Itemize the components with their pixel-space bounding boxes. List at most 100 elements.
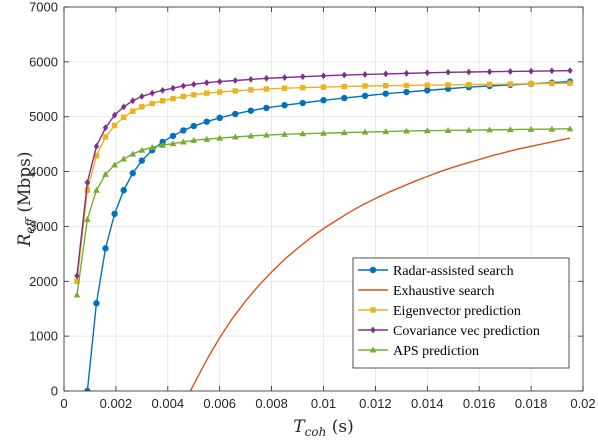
data-point-aps-prediction xyxy=(361,128,369,135)
data-point-eigenvector-prediction xyxy=(130,108,136,114)
data-point-covariance-vec-prediction xyxy=(170,84,176,92)
data-point-covariance-vec-prediction xyxy=(263,74,270,82)
data-point-eigenvector-prediction xyxy=(149,100,155,107)
data-point-covariance-vec-prediction xyxy=(120,103,127,111)
data-point-aps-prediction xyxy=(216,134,224,141)
data-point-covariance-vec-prediction xyxy=(486,68,493,76)
data-point-aps-prediction xyxy=(486,126,493,133)
x-tick-label: 0.006 xyxy=(203,396,236,411)
y-axis-title-main: R xyxy=(15,234,35,248)
data-point-covariance-vec-prediction xyxy=(149,89,155,97)
x-tick-label: 0.014 xyxy=(411,396,444,411)
data-point-radar-assisted-search xyxy=(129,170,136,177)
legend-swatch-marker xyxy=(369,346,377,353)
data-point-eigenvector-prediction xyxy=(486,81,493,88)
data-point-aps-prediction xyxy=(203,135,211,142)
data-point-radar-assisted-search xyxy=(180,127,187,134)
data-point-aps-prediction xyxy=(320,129,327,136)
data-point-eigenvector-prediction xyxy=(139,104,145,110)
data-point-eigenvector-prediction xyxy=(424,82,430,88)
legend-label: Radar-assisted search xyxy=(393,264,514,279)
data-point-covariance-vec-prediction xyxy=(567,67,573,75)
data-point-radar-assisted-search xyxy=(424,87,431,94)
data-point-radar-assisted-search xyxy=(203,118,210,125)
data-point-radar-assisted-search xyxy=(382,90,389,97)
data-point-covariance-vec-prediction xyxy=(445,68,451,76)
x-tick-label: 0.02 xyxy=(570,396,595,411)
data-point-eigenvector-prediction xyxy=(263,86,270,92)
y-tick-label: 0 xyxy=(51,384,58,399)
data-point-radar-assisted-search xyxy=(320,97,327,104)
legend-label: Covariance vec prediction xyxy=(393,324,540,339)
y-tick-label: 6000 xyxy=(29,54,58,69)
series-covariance-vec-prediction xyxy=(74,67,573,280)
data-point-eigenvector-prediction xyxy=(180,93,187,100)
data-point-covariance-vec-prediction xyxy=(74,272,80,280)
data-point-radar-assisted-search xyxy=(216,114,223,122)
legend-item-aps-prediction: APS prediction xyxy=(358,344,479,359)
data-point-aps-prediction xyxy=(423,127,431,134)
data-point-covariance-vec-prediction xyxy=(216,78,223,86)
y-tick-label: 2000 xyxy=(29,274,58,289)
data-point-aps-prediction xyxy=(179,138,187,145)
data-point-aps-prediction xyxy=(83,215,91,222)
data-point-eigenvector-prediction xyxy=(445,82,451,88)
data-point-covariance-vec-prediction xyxy=(93,142,100,150)
data-point-covariance-vec-prediction xyxy=(403,69,410,77)
x-tick-label: 0 xyxy=(60,396,67,411)
data-point-covariance-vec-prediction xyxy=(139,93,145,100)
series-layer xyxy=(73,67,574,391)
data-point-radar-assisted-search xyxy=(120,187,127,194)
legend-item-covariance-vec-prediction: Covariance vec prediction xyxy=(358,324,540,339)
data-point-covariance-vec-prediction xyxy=(130,97,136,105)
data-point-aps-prediction xyxy=(281,130,288,137)
data-point-covariance-vec-prediction xyxy=(424,69,431,77)
y-tick-label: 7000 xyxy=(29,0,58,15)
x-axis-title: Tcoh (s) xyxy=(293,417,353,439)
data-point-eigenvector-prediction xyxy=(120,114,127,120)
data-point-eigenvector-prediction xyxy=(362,83,368,89)
legend-item-exhaustive-search: Exhaustive search xyxy=(358,284,494,299)
x-axis-title-unit: (s) xyxy=(326,417,353,437)
data-point-aps-prediction xyxy=(566,125,574,132)
data-point-covariance-vec-prediction xyxy=(528,67,534,75)
data-point-covariance-vec-prediction xyxy=(232,77,238,84)
series-eigenvector-prediction xyxy=(74,80,573,284)
legend: Radar-assisted search Exhaustive search Ei… xyxy=(352,257,570,369)
axis-ticks xyxy=(63,6,584,392)
data-point-eigenvector-prediction xyxy=(567,80,573,86)
data-point-aps-prediction xyxy=(382,128,390,135)
legend-box xyxy=(352,257,570,369)
series-exhaustive-search xyxy=(189,137,571,391)
data-point-eigenvector-prediction xyxy=(300,84,306,91)
data-point-eigenvector-prediction xyxy=(403,82,410,89)
data-point-aps-prediction xyxy=(129,150,137,157)
data-point-aps-prediction xyxy=(548,125,556,132)
data-point-eigenvector-prediction xyxy=(191,92,197,98)
data-point-eigenvector-prediction xyxy=(204,90,210,96)
data-point-covariance-vec-prediction xyxy=(204,79,210,87)
data-point-covariance-vec-prediction xyxy=(159,86,166,94)
data-point-eigenvector-prediction xyxy=(74,278,80,284)
x-tick-label: 0.002 xyxy=(100,396,133,411)
y-tick-label: 5000 xyxy=(29,109,58,124)
x-axis-title-main: T xyxy=(293,417,306,437)
data-point-covariance-vec-prediction xyxy=(362,71,368,78)
x-tick-label: 0.012 xyxy=(359,396,392,411)
data-point-covariance-vec-prediction xyxy=(300,73,306,81)
data-point-radar-assisted-search xyxy=(232,110,239,118)
data-point-aps-prediction xyxy=(148,144,156,150)
legend-item-radar-assisted-search: Radar-assisted search xyxy=(358,264,514,279)
x-tick-label: 0.01 xyxy=(311,396,336,411)
data-point-aps-prediction xyxy=(93,186,100,193)
legend-label: APS prediction xyxy=(393,344,479,359)
data-point-aps-prediction xyxy=(403,127,410,134)
data-point-covariance-vec-prediction xyxy=(191,80,197,88)
y-tick-label: 4000 xyxy=(29,164,58,179)
data-point-aps-prediction xyxy=(263,131,270,138)
data-point-radar-assisted-search xyxy=(341,94,348,102)
data-point-covariance-vec-prediction xyxy=(102,124,109,132)
data-point-radar-assisted-search xyxy=(138,157,146,164)
data-point-eigenvector-prediction xyxy=(232,88,238,94)
x-tick-label: 0.016 xyxy=(463,396,496,411)
